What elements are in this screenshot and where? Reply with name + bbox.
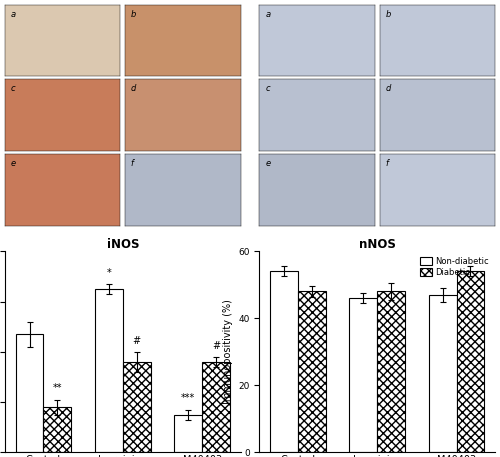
Text: d: d — [386, 85, 390, 93]
Legend: Non-diabetic, Diabetic: Non-diabetic, Diabetic — [418, 255, 491, 278]
Bar — [429, 295, 456, 452]
Text: c: c — [265, 85, 270, 93]
Bar — [456, 271, 484, 452]
Bar — [350, 298, 377, 452]
Text: a: a — [265, 10, 270, 19]
Text: f: f — [386, 159, 388, 168]
Bar — [95, 289, 123, 452]
Title: iNOS: iNOS — [106, 238, 139, 251]
Text: *: * — [106, 268, 112, 278]
Bar — [174, 414, 202, 452]
Bar — [270, 271, 298, 452]
Text: b: b — [386, 10, 390, 19]
Bar — [377, 292, 405, 452]
Text: e: e — [265, 159, 270, 168]
Bar — [298, 292, 326, 452]
Text: a: a — [11, 10, 16, 19]
Text: c: c — [11, 85, 16, 93]
Text: **: ** — [52, 383, 62, 393]
Bar — [123, 362, 150, 452]
Text: b: b — [131, 10, 136, 19]
Text: e: e — [11, 159, 16, 168]
Text: #: # — [132, 335, 140, 345]
Bar — [44, 407, 71, 452]
Y-axis label: Immunopositivity (%): Immunopositivity (%) — [222, 299, 232, 404]
Title: nNOS: nNOS — [359, 238, 396, 251]
Text: f: f — [131, 159, 134, 168]
Bar — [202, 362, 230, 452]
Text: d: d — [131, 85, 136, 93]
Bar — [16, 334, 44, 452]
Text: ***: *** — [181, 393, 196, 404]
Text: #: # — [212, 340, 220, 351]
